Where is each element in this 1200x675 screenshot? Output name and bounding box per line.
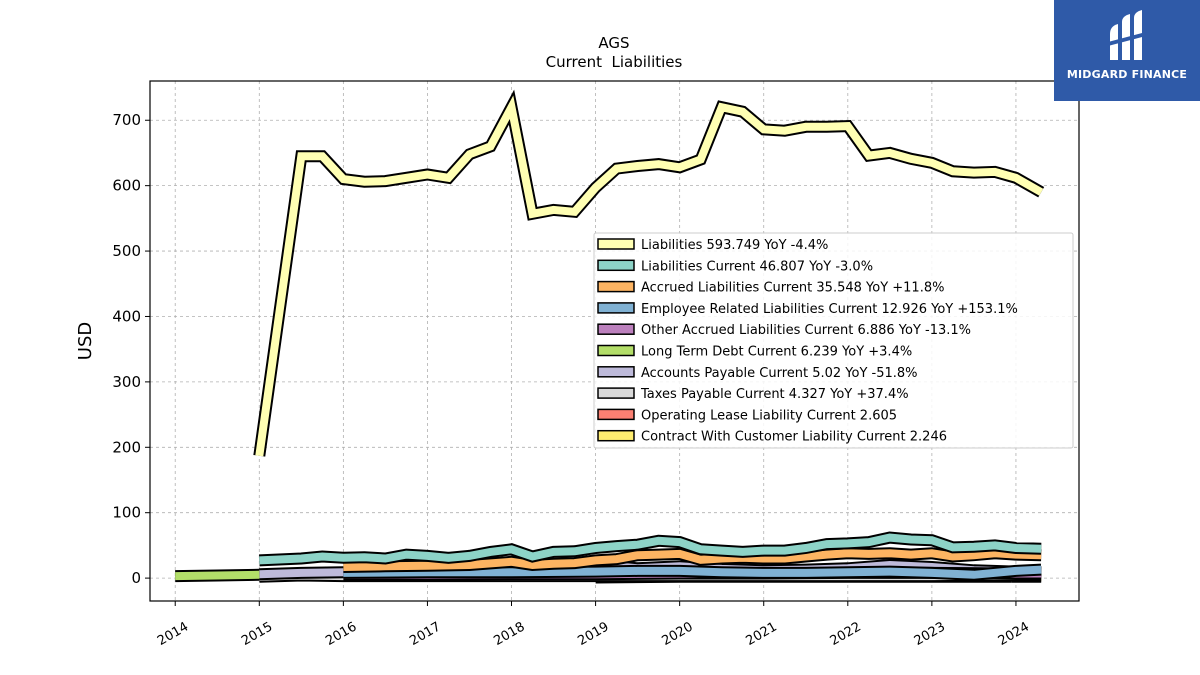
legend-item: Taxes Payable Current 4.327 YoY +37.4% (597, 387, 909, 402)
y-tick-label: 100 (112, 504, 141, 522)
x-tick-label: 2017 (407, 619, 443, 649)
legend-item: Liabilities Current 46.807 YoY -3.0% (597, 259, 873, 274)
chart-subtitle: Current Liabilities (546, 53, 683, 71)
series-employee-related-liabilities-current (343, 563, 1042, 581)
y-tick-label: 200 (112, 438, 141, 456)
legend-item: Other Accrued Liabilities Current 6.886 … (597, 323, 971, 338)
series-accrued-liabilities-current (343, 547, 1042, 573)
x-tick-label: 2020 (659, 619, 695, 649)
legend-label: Accounts Payable Current 5.02 YoY -51.8% (641, 366, 918, 381)
legend-item: Contract With Customer Liability Current… (597, 429, 947, 445)
legend-label: Operating Lease Liability Current 2.605 (641, 408, 897, 423)
x-tick-label: 2019 (575, 619, 611, 649)
legend-item: Accounts Payable Current 5.02 YoY -51.8% (597, 366, 918, 381)
legend-swatch (597, 259, 635, 272)
series-layer (175, 89, 1045, 584)
legend-item: Liabilities 593.749 YoY -4.4% (597, 238, 828, 253)
y-axis-label: USD (75, 322, 96, 360)
series-long-term-debt-current (175, 568, 260, 583)
x-tick-label: 2018 (491, 619, 527, 649)
series-line (343, 549, 1042, 571)
legend-item: Employee Related Liabilities Current 12.… (597, 302, 1018, 317)
legend-swatch (597, 280, 635, 293)
legend-label: Liabilities Current 46.807 YoY -3.0% (641, 259, 873, 274)
legend-item: Accrued Liabilities Current 35.548 YoY +… (597, 280, 944, 296)
y-tick-label: 300 (112, 373, 141, 391)
legend-label: Contract With Customer Liability Current… (641, 430, 947, 445)
legend-swatch (597, 387, 635, 399)
x-tick-label: 2015 (239, 619, 275, 649)
x-tick-label: 2024 (996, 619, 1032, 649)
y-tick-label: 600 (112, 177, 141, 195)
y-tick-label: 700 (112, 111, 141, 129)
legend-swatch (597, 323, 635, 335)
legend-swatch (597, 302, 635, 314)
brand-logo: MIDGARD FINANCE (1054, 0, 1200, 101)
series-liabilities-current (259, 531, 1042, 567)
legend-swatch (597, 344, 635, 357)
brand-name: MIDGARD FINANCE (1066, 68, 1188, 81)
legend-label: Liabilities 593.749 YoY -4.4% (641, 238, 828, 253)
midgard-logo-icon (1108, 10, 1146, 60)
legend: Liabilities 593.749 YoY -4.4% Liabilities… (593, 232, 1074, 449)
legend-label: Other Accrued Liabilities Current 6.886 … (641, 323, 971, 338)
legend-label: Accrued Liabilities Current 35.548 YoY +… (641, 281, 944, 296)
x-tick-label: 2021 (744, 619, 780, 649)
y-tick-label: 400 (112, 307, 141, 325)
legend-swatch (597, 429, 635, 442)
series-line (255, 95, 1044, 457)
legend-label: Taxes Payable Current 4.327 YoY +37.4% (640, 387, 909, 402)
legend-label: Employee Related Liabilities Current 12.… (641, 302, 1018, 317)
plot-frame (149, 80, 1080, 602)
legend-box (593, 232, 1074, 449)
series-line (259, 533, 1042, 565)
y-tick-label: 0 (131, 569, 141, 587)
legend-item: Long Term Debt Current 6.239 YoY +3.4% (597, 344, 912, 360)
series-liabilities (253, 89, 1045, 457)
y-tick-label: 500 (112, 242, 141, 260)
x-tick-label: 2016 (323, 619, 359, 649)
x-tick-label: 2014 (155, 619, 191, 649)
series-line (343, 565, 1042, 579)
series-line (175, 570, 260, 581)
x-tick-label: 2023 (912, 619, 948, 649)
legend-swatch (597, 408, 635, 421)
x-tick-label: 2022 (828, 619, 864, 649)
legend-item: Operating Lease Liability Current 2.605 (597, 408, 897, 423)
legend-swatch (597, 238, 635, 250)
chart-title: AGS (598, 34, 629, 52)
legend-label: Long Term Debt Current 6.239 YoY +3.4% (641, 345, 912, 360)
legend-swatch (597, 366, 635, 378)
